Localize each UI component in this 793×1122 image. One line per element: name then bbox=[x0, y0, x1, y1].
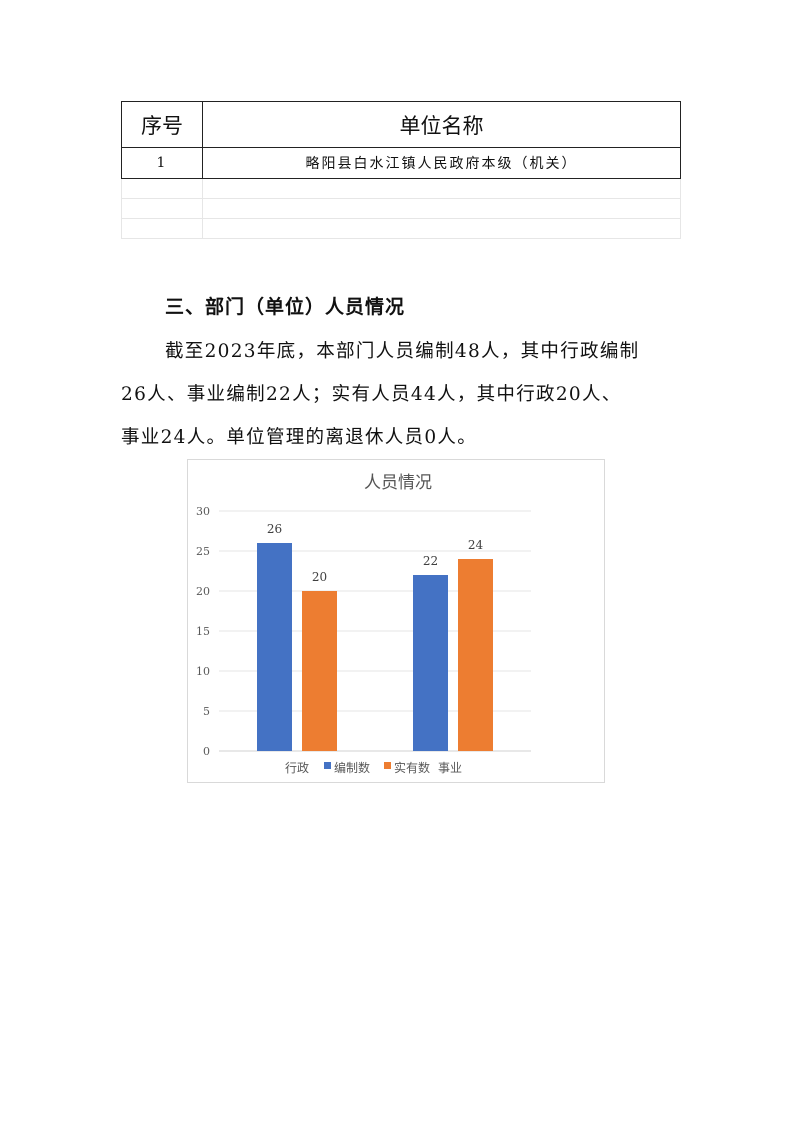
y-tick-label: 10 bbox=[196, 665, 210, 678]
data-label: 20 bbox=[312, 570, 327, 584]
data-label: 26 bbox=[267, 522, 282, 536]
bar-实有数 bbox=[458, 559, 493, 751]
x-category-label: 事业 bbox=[438, 761, 462, 775]
header-unit-name: 单位名称 bbox=[202, 101, 681, 148]
empty-row bbox=[121, 198, 681, 219]
y-tick-label: 0 bbox=[203, 745, 210, 758]
chart-title: 人员情况 bbox=[364, 473, 432, 493]
legend-label: 实有数 bbox=[394, 760, 430, 775]
y-tick-label: 30 bbox=[196, 505, 210, 518]
cell-unit-name: 略阳县白水江镇人民政府本级（机关） bbox=[202, 147, 681, 179]
y-tick-label: 5 bbox=[203, 705, 210, 718]
bar-编制数 bbox=[413, 575, 448, 751]
y-tick-label: 15 bbox=[196, 625, 210, 638]
bar-实有数 bbox=[302, 591, 337, 751]
section-heading: 三、部门（单位）人员情况 bbox=[165, 296, 406, 318]
legend-swatch bbox=[324, 762, 331, 769]
paragraph-line: 截至2023年底，本部门人员编制48人，其中行政编制 bbox=[165, 341, 640, 362]
data-label: 22 bbox=[423, 554, 438, 568]
legend-swatch bbox=[384, 762, 391, 769]
empty-row bbox=[121, 218, 681, 239]
paragraph-line: 事业24人。单位管理的离退休人员0人。 bbox=[121, 427, 478, 448]
empty-row bbox=[121, 178, 681, 199]
unit-table: 序号 单位名称 1 略阳县白水江镇人民政府本级（机关） bbox=[121, 101, 681, 239]
bar-编制数 bbox=[257, 543, 292, 751]
paragraph-line: 26人、事业编制22人；实有人员44人，其中行政20人、 bbox=[121, 384, 622, 405]
x-category-label: 行政 bbox=[285, 761, 309, 775]
cell-index: 1 bbox=[121, 147, 203, 179]
table-row: 1 略阳县白水江镇人民政府本级（机关） bbox=[121, 147, 681, 179]
header-index: 序号 bbox=[121, 101, 203, 148]
y-tick-label: 20 bbox=[196, 585, 210, 598]
y-tick-label: 25 bbox=[196, 545, 210, 558]
legend-label: 编制数 bbox=[334, 760, 370, 775]
data-label: 24 bbox=[468, 538, 484, 552]
staff-chart: 人员情况 0 5 10 15 20 25 30 26 20 22 24 行政 事业 编制数 实有数 bbox=[187, 459, 605, 783]
